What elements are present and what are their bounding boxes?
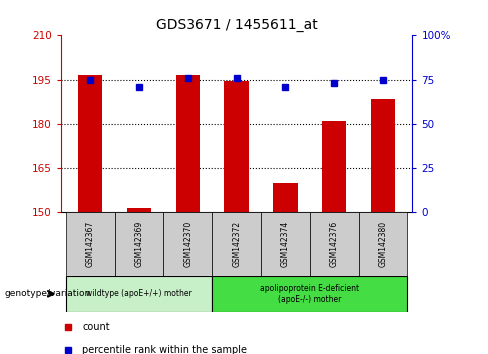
Text: GSM142367: GSM142367 [86,221,95,267]
Text: GSM142372: GSM142372 [232,221,241,267]
Text: genotype/variation: genotype/variation [5,289,91,298]
Bar [359,212,407,276]
Bar [176,75,200,212]
Text: percentile rank within the sample: percentile rank within the sample [82,344,247,354]
Text: GSM142370: GSM142370 [183,221,192,267]
Bar [163,212,212,276]
Bar [273,183,298,212]
Bar [115,212,163,276]
Bar [212,212,261,276]
Text: GSM142374: GSM142374 [281,221,290,267]
Text: wildtype (apoE+/+) mother: wildtype (apoE+/+) mother [86,289,192,298]
Bar [261,212,310,276]
Text: apolipoprotein E-deficient
(apoE-/-) mother: apolipoprotein E-deficient (apoE-/-) mot… [260,284,360,303]
Title: GDS3671 / 1455611_at: GDS3671 / 1455611_at [156,18,318,32]
Bar [224,81,249,212]
Text: GSM142376: GSM142376 [330,221,339,267]
Bar [78,75,102,212]
Text: GSM142369: GSM142369 [135,221,143,267]
Bar [310,212,359,276]
Text: GSM142380: GSM142380 [379,221,387,267]
Bar [322,121,346,212]
Bar [212,276,407,312]
Bar [127,208,151,212]
Text: count: count [82,321,110,332]
Bar [66,212,115,276]
Bar [371,99,395,212]
Bar [66,276,212,312]
